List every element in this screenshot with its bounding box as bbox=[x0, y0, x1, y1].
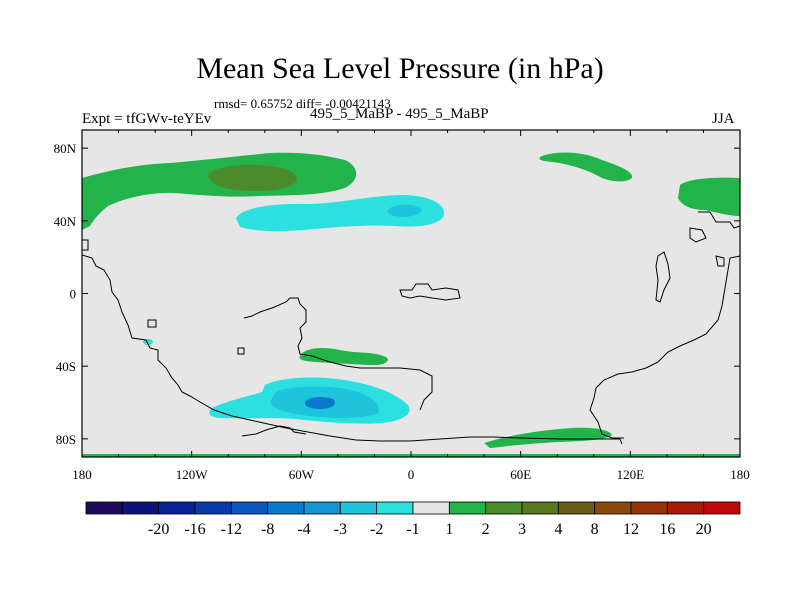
colorbar-label: 3 bbox=[518, 521, 526, 538]
field-east-positive bbox=[678, 177, 740, 216]
x-tick-label: 120W bbox=[176, 467, 209, 482]
colorbar-swatch bbox=[267, 501, 305, 515]
field-southern-negative-core bbox=[304, 396, 335, 409]
colorbar-label: 16 bbox=[659, 521, 675, 538]
colorbar-label: -16 bbox=[184, 521, 205, 538]
colorbar-label: -12 bbox=[221, 521, 242, 538]
colorbar-label: -1 bbox=[406, 521, 419, 538]
colorbar-label: -20 bbox=[148, 521, 169, 538]
field-small-negative bbox=[143, 339, 153, 345]
colorbar: -20 -16 -12 -8 -4 -3 -2 -1 1 2 3 4 8 12 16 20 bbox=[85, 501, 741, 538]
x-tick-label: 0 bbox=[408, 467, 415, 482]
colorbar-label: 1 bbox=[445, 521, 453, 538]
colorbar-swatch bbox=[412, 501, 450, 515]
colorbar-label: -4 bbox=[297, 521, 310, 538]
colorbar-label: 20 bbox=[696, 521, 712, 538]
field-mid-lat-negative-core bbox=[387, 204, 422, 217]
x-tick-label: 60W bbox=[289, 467, 315, 482]
colorbar-swatch bbox=[303, 501, 341, 515]
colorbar-swatch bbox=[85, 501, 123, 515]
colorbar-label: -3 bbox=[334, 521, 347, 538]
colorbar-swatch bbox=[158, 501, 196, 515]
colorbar-swatch bbox=[666, 501, 705, 515]
axes: 180 120W 60W 0 60E 120E 180 80N 40N 0 40S 80S bbox=[54, 130, 750, 482]
chart-title: Mean Sea Level Pressure (in hPa) bbox=[196, 52, 604, 85]
case-label: 495_5_MaBP - 495_5_MaBP bbox=[310, 106, 489, 122]
season-label: JJA bbox=[712, 111, 735, 127]
contour-fields bbox=[82, 152, 740, 457]
colorbar-swatch bbox=[485, 501, 523, 515]
colorbar-label: 12 bbox=[623, 521, 639, 538]
colorbar-label: -8 bbox=[261, 521, 274, 538]
field-southern-positive bbox=[484, 427, 612, 448]
y-tick-label: 80S bbox=[56, 432, 76, 447]
field-mid-lat-negative bbox=[236, 195, 445, 232]
y-tick-label: 0 bbox=[70, 287, 77, 302]
coastlines bbox=[82, 211, 740, 445]
experiment-label: Expt = tfGWv-teYEv bbox=[82, 111, 212, 127]
stats-text: rmsd= 0.65752 diff= -0.00421143 bbox=[214, 96, 391, 111]
colorbar-label: -2 bbox=[370, 521, 383, 538]
colorbar-swatch bbox=[230, 501, 269, 515]
colorbar-swatch bbox=[594, 501, 632, 515]
colorbar-swatch bbox=[557, 501, 596, 515]
field-tropical-positive bbox=[299, 348, 388, 366]
colorbar-label: 4 bbox=[554, 521, 562, 538]
colorbar-swatch bbox=[339, 501, 378, 515]
y-tick-label: 40N bbox=[54, 214, 77, 229]
x-tick-label: 120E bbox=[617, 467, 645, 482]
x-tick-label: 60E bbox=[510, 467, 531, 482]
colorbar-swatch bbox=[376, 501, 414, 515]
colorbar-swatch bbox=[630, 501, 668, 515]
colorbar-label: 8 bbox=[591, 521, 599, 538]
x-tick-label: 180 bbox=[72, 467, 92, 482]
field-north-atlantic-positive bbox=[539, 152, 633, 182]
x-tick-label: 180 bbox=[730, 467, 750, 482]
colorbar-swatch bbox=[121, 501, 160, 515]
colorbar-swatch bbox=[521, 501, 559, 515]
colorbar-label: 2 bbox=[482, 521, 490, 538]
colorbar-swatch bbox=[194, 501, 232, 515]
colorbar-swatch bbox=[448, 501, 487, 515]
y-tick-label: 80N bbox=[54, 141, 77, 156]
y-tick-label: 40S bbox=[56, 359, 76, 374]
field-north-pacific-core bbox=[208, 164, 297, 191]
colorbar-swatch bbox=[703, 501, 741, 515]
